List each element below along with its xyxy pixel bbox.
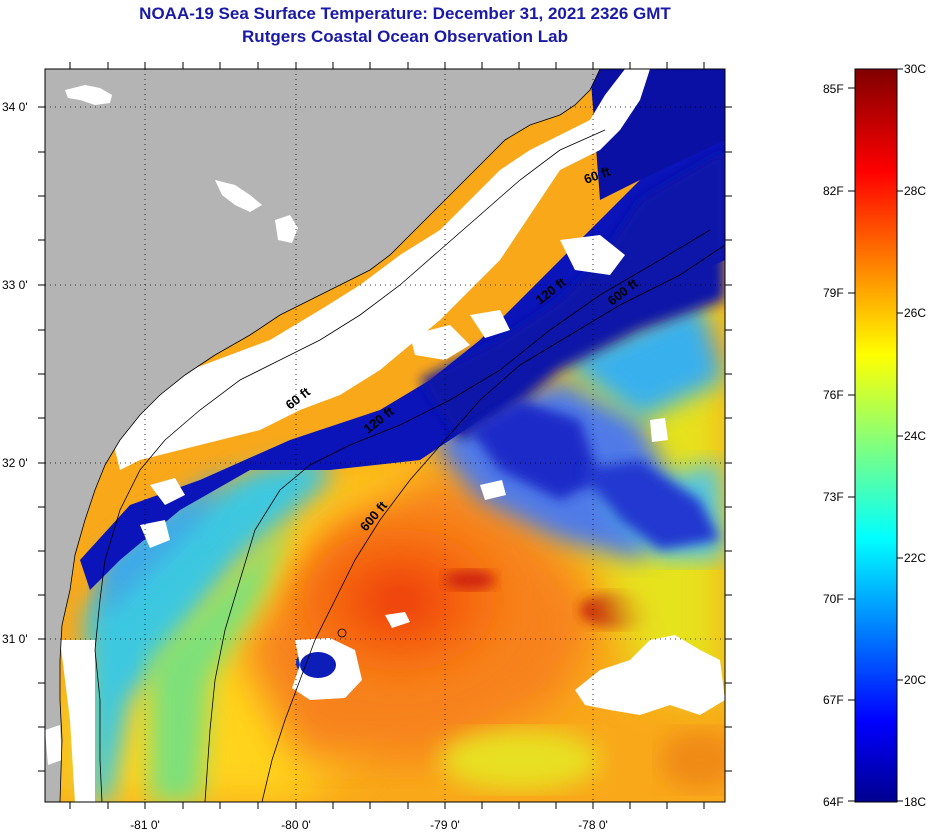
isobath-60ft xyxy=(94,129,606,802)
colorbar-c-26: 26C xyxy=(904,306,926,320)
lat-label-31: 31 0' xyxy=(2,632,28,646)
colorbar-f-79: 79F xyxy=(823,286,844,300)
latitude-labels: 34 0' 33 0' 32 0' 31 0' xyxy=(2,100,28,646)
sst-image: 60 ft 120 ft 600 ft 60 ft 120 ft 600 ft xyxy=(45,69,725,802)
lat-label-33: 33 0' xyxy=(2,278,28,292)
map-title: NOAA-19 Sea Surface Temperature: Decembe… xyxy=(139,4,671,23)
colorbar: 85F 82F 79F 76F 73F 70F 67F 64F 30C 28C … xyxy=(823,62,926,809)
isobath-600ft xyxy=(261,244,725,802)
colorbar-c-28: 28C xyxy=(904,184,926,198)
graticule xyxy=(45,69,725,802)
isobath-120ft xyxy=(204,229,711,802)
colorbar-f-67: 67F xyxy=(823,693,844,707)
colorbar-ticks xyxy=(848,68,903,802)
map-subtitle: Rutgers Coastal Ocean Observation Lab xyxy=(242,27,568,46)
lat-label-34: 34 0' xyxy=(2,100,28,114)
colorbar-c-22: 22C xyxy=(904,551,926,565)
lon-label-80: -80 0' xyxy=(281,818,311,832)
lat-label-32: 32 0' xyxy=(2,456,28,470)
colorbar-c-30: 30C xyxy=(904,62,926,76)
colorbar-f-85: 85F xyxy=(823,82,844,96)
temperature-field xyxy=(60,69,725,802)
colorbar-c-20: 20C xyxy=(904,673,926,687)
colorbar-f-64: 64F xyxy=(823,795,844,809)
cloud-mask xyxy=(60,69,725,802)
land-mass xyxy=(45,69,600,802)
lon-label-79: -79 0' xyxy=(430,818,460,832)
map-frame xyxy=(38,62,732,809)
lon-label-81: -81 0' xyxy=(130,818,160,832)
land-cloud-patches xyxy=(45,85,298,765)
colorbar-f-82: 82F xyxy=(823,184,844,198)
colorbar-c-18: 18C xyxy=(904,795,926,809)
longitude-labels: -81 0' -80 0' -79 0' -78 0' xyxy=(130,818,608,832)
colorbar-c-24: 24C xyxy=(904,429,926,443)
colorbar-f-73: 73F xyxy=(823,490,844,504)
lon-label-78: -78 0' xyxy=(578,818,608,832)
isobath-lines xyxy=(94,129,725,802)
colorbar-f-70: 70F xyxy=(823,592,844,606)
colorbar-f-76: 76F xyxy=(823,388,844,402)
colorbar-gradient xyxy=(854,68,898,803)
coastline xyxy=(59,69,601,802)
